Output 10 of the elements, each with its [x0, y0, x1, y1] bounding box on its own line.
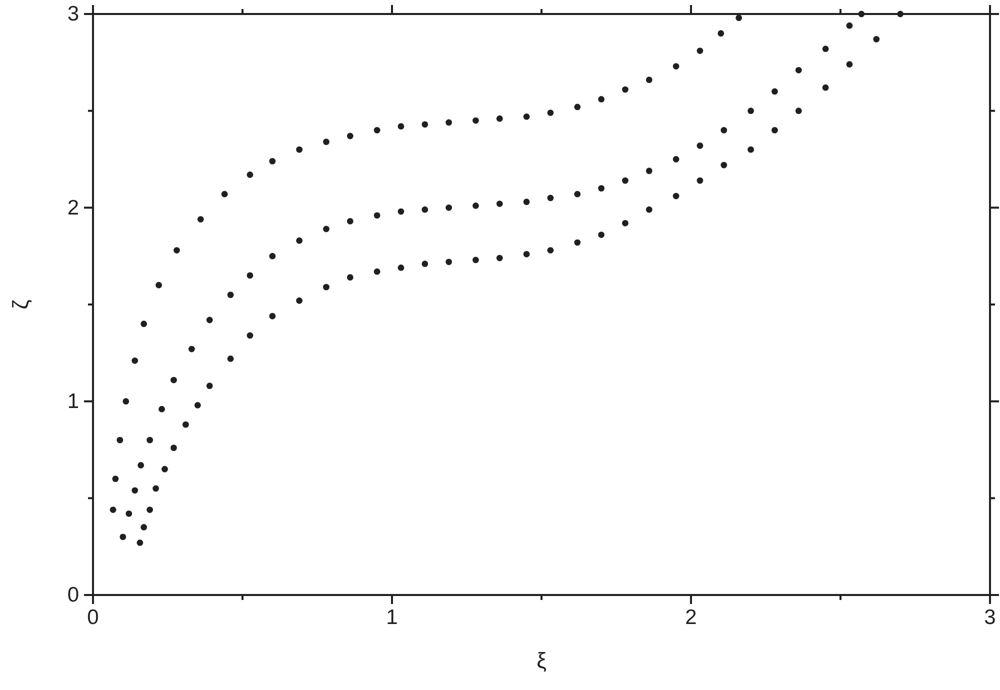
x-tick-label: 1 [386, 606, 398, 629]
x-tick-label: 0 [87, 606, 99, 629]
y-tick-label: 1 [67, 390, 79, 414]
y-tick-label: 3 [67, 2, 79, 26]
x-axis-title: ξ [536, 648, 547, 673]
x-tick-label: 3 [984, 606, 996, 629]
x-tick-label: 2 [685, 606, 697, 629]
y-tick-label: 0 [67, 584, 79, 607]
y-tick-label: 2 [67, 196, 79, 220]
y-axis-title: ζ [8, 299, 33, 310]
